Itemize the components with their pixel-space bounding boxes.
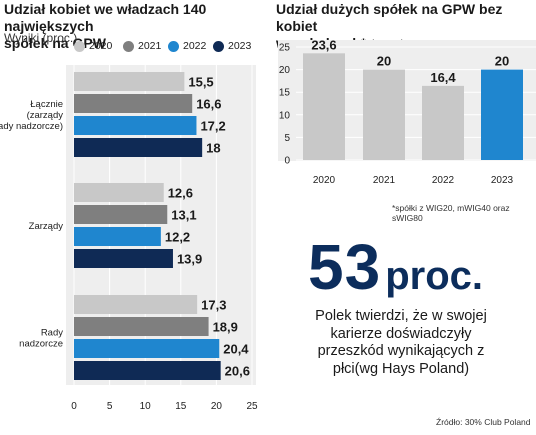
legend-item-2022: 2022 [168,40,206,52]
x-tick-label: 15 [175,401,187,412]
bar-value-label: 17,2 [200,119,225,134]
bar-value-label: 18,9 [213,320,238,335]
legend-swatch [168,40,179,52]
x-tick-label: 5 [107,401,113,412]
left-chart-title: Udział kobiet we władzach 140 największy… [4,1,266,52]
legend-label: 2023 [228,40,252,52]
bar [303,53,345,160]
x-tick-label: 2022 [432,175,455,186]
category-label: Rady [41,328,63,339]
bar-value-label: 23,6 [311,37,336,52]
category-label: Łącznie [30,99,63,110]
legend-label: 2022 [183,40,207,52]
bar [74,72,185,91]
bar-value-label: 13,9 [177,252,202,267]
highlight-description: Polek twierdzi, że w swojej karierze doś… [315,308,487,377]
highlight-number: 53 [308,231,382,303]
bar-value-label: 18 [206,141,220,156]
x-tick-label: 10 [140,401,152,412]
right-title-line1: Udział dużych spółek na GPW bez kobiet [276,1,503,34]
legend-swatch [213,40,224,52]
source-note: Źródło: 30% Club Poland [436,417,531,427]
bar-value-label: 16,6 [196,97,221,112]
bar-value-label: 20 [377,54,391,69]
left-title-line1: Udział kobiet we władzach 140 największy… [4,1,207,34]
legend-swatch [123,40,134,52]
bar [74,249,173,268]
bar [422,85,464,160]
left-bar-chart: 0 5 10 15 20 25 15,5 16,6 17,2 18 Łącznie(zarządyi… [0,65,258,412]
bar [74,361,221,380]
bar [74,317,209,336]
right-chart-footnote: *spółki z WIG20, mWIG40 oraz sWIG80 [392,203,510,223]
bar [74,227,161,246]
bar-value-label: 20 [495,54,509,69]
highlight-unit: proc. [385,254,483,298]
bar-value-label: 13,1 [171,208,196,223]
bar [74,183,164,202]
x-tick-label: 25 [246,401,258,412]
bar-value-label: 15,5 [188,75,213,90]
x-tick-label: 0 [71,401,77,412]
legend-label: 2020 [89,40,113,52]
x-tick-label: 2023 [491,175,514,186]
legend-swatch [74,40,85,52]
bar-value-label: 12,2 [165,230,190,245]
bar [74,339,220,358]
y-tick-label: 25 [279,43,291,54]
legend-item-2020: 2020 [74,40,112,52]
x-tick-label: 2021 [373,175,396,186]
y-tick-label: 10 [279,110,291,121]
legend-label: 2021 [138,40,162,52]
category-label: (zarządy [27,110,64,121]
y-tick-label: 15 [279,88,291,99]
bar-value-label: 16,4 [430,70,456,85]
y-tick-label: 20 [279,65,291,76]
category-label: Zarządy [29,221,64,232]
bar [74,94,193,113]
bar-value-label: 17,3 [201,298,226,313]
y-tick-label: 0 [284,156,290,167]
x-tick-label: 2020 [313,175,336,186]
y-tick-label: 5 [284,133,290,144]
bar [74,138,203,157]
bar [74,295,198,314]
legend-item-2021: 2021 [123,40,161,52]
bar [481,69,523,160]
bar-value-label: 20,6 [225,364,250,379]
bar [74,205,168,224]
bar [74,116,197,135]
category-label: i rady nadzorcze) [0,121,63,132]
highlight-stat: 53 proc. [308,230,483,304]
left-chart-subtitle: Wyniki (proc.) [4,31,78,45]
legend-item-2023: 2023 [213,40,251,52]
x-tick-label: 20 [211,401,223,412]
bar [363,69,405,160]
category-label: nadzorcze [19,339,63,350]
bar-value-label: 20,4 [223,342,249,357]
bar-value-label: 12,6 [168,186,193,201]
